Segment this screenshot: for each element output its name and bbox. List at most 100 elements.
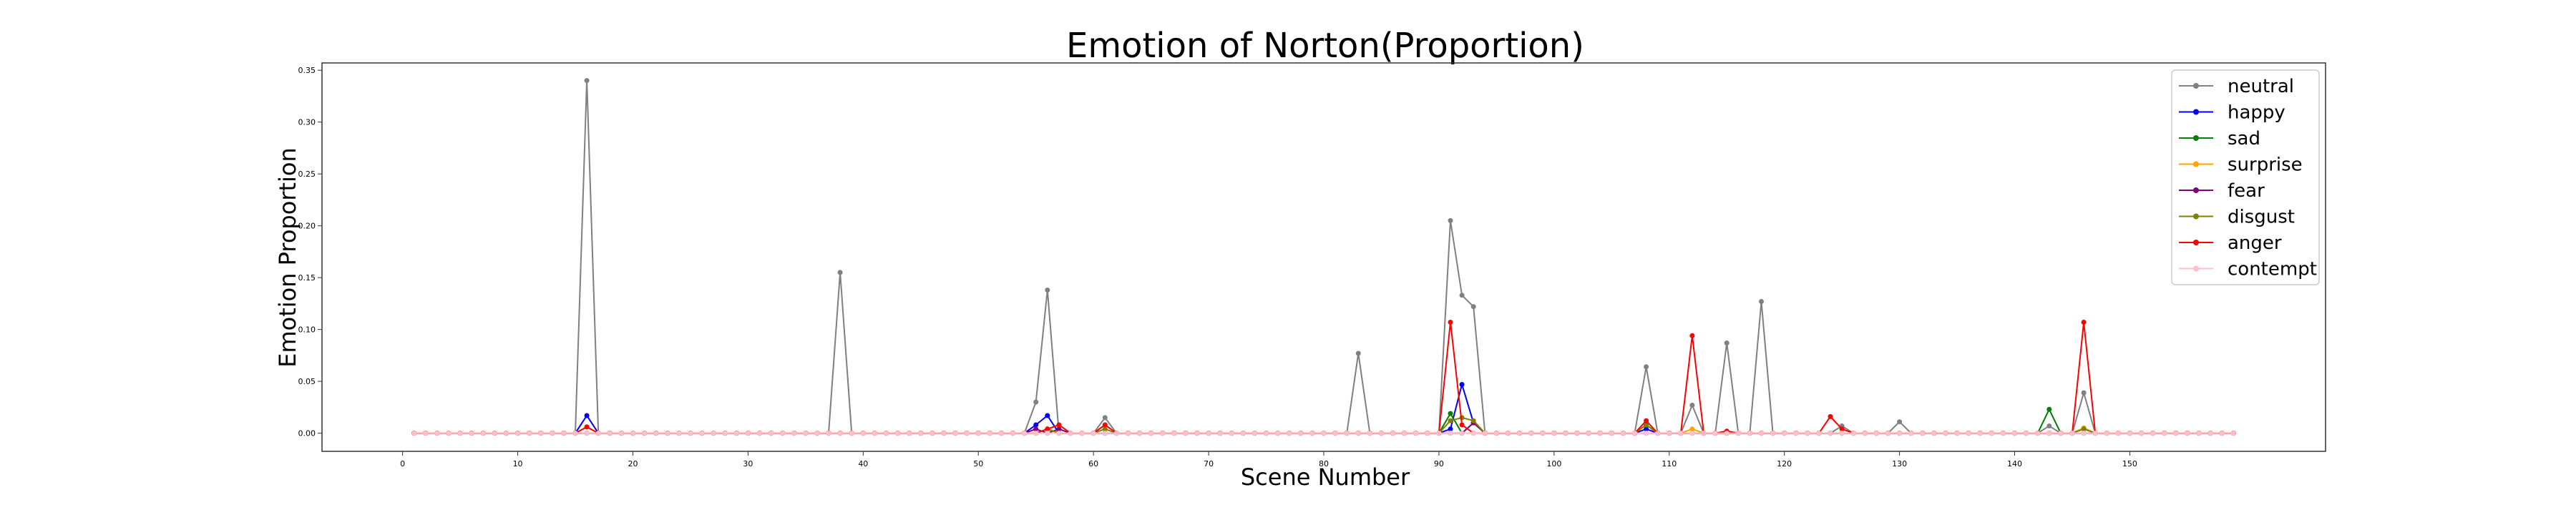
legend-item-neutral: neutral — [2179, 76, 2294, 97]
contempt-point — [595, 431, 601, 436]
neutral-point — [837, 270, 843, 275]
contempt-point — [1597, 431, 1603, 436]
contempt-point — [469, 431, 474, 436]
contempt-point — [1828, 431, 1833, 436]
legend-item-happy: happy — [2179, 102, 2285, 124]
contempt-point — [757, 431, 762, 436]
contempt-point — [2104, 431, 2109, 436]
contempt-point — [1735, 431, 1741, 436]
contempt-point — [1033, 431, 1039, 436]
contempt-point — [1344, 431, 1350, 436]
contempt-point — [2081, 431, 2087, 436]
contempt-point — [1148, 431, 1154, 436]
disgust-point — [2081, 426, 2087, 432]
contempt-point — [1045, 431, 1050, 436]
contempt-point — [515, 431, 521, 436]
contempt-point — [964, 431, 970, 436]
x-tick-label: 30 — [743, 459, 753, 469]
contempt-point — [1264, 431, 1269, 436]
legend: neutral happy sad surprise fear disgust anger c… — [2171, 69, 2320, 285]
x-tick-label: 50 — [973, 459, 983, 469]
contempt-point — [618, 431, 624, 436]
legend-swatch-marker — [2193, 240, 2199, 245]
series-neutral — [411, 78, 2236, 436]
legend-item-contempt: contempt — [2179, 259, 2317, 280]
contempt-point — [769, 431, 774, 436]
series-happy — [411, 381, 2236, 436]
contempt-point — [2139, 431, 2144, 436]
anger-point — [1689, 333, 1695, 338]
contempt-point — [1850, 431, 1856, 436]
happy-point — [1459, 382, 1465, 387]
contempt-point — [1355, 431, 1361, 436]
contempt-point — [1689, 431, 1695, 436]
contempt-point — [1309, 431, 1315, 436]
legend-swatch-marker — [2193, 83, 2199, 89]
contempt-point — [504, 431, 509, 436]
contempt-point — [987, 431, 992, 436]
x-tick-label: 80 — [1319, 459, 1329, 469]
contempt-point — [423, 431, 429, 436]
fear-point — [1056, 426, 1062, 432]
contempt-point — [1137, 431, 1142, 436]
contempt-point — [1586, 431, 1591, 436]
contempt-point — [1793, 431, 1799, 436]
legend-label: contempt — [2228, 259, 2317, 280]
contempt-point — [930, 431, 935, 436]
contempt-point — [1966, 431, 1971, 436]
contempt-point — [1620, 431, 1626, 436]
happy-line — [414, 381, 2234, 434]
contempt-point — [1770, 431, 1776, 436]
contempt-point — [1943, 431, 1948, 436]
neutral-point — [1355, 350, 1361, 356]
contempt-point — [907, 431, 912, 436]
contempt-point — [1229, 431, 1234, 436]
contempt-point — [1482, 431, 1488, 436]
contempt-point — [1125, 431, 1131, 436]
anger-point — [584, 424, 590, 430]
happy-point — [1033, 422, 1039, 428]
contempt-point — [2012, 431, 2017, 436]
contempt-point — [1493, 431, 1499, 436]
contempt-point — [1506, 431, 1511, 436]
contempt-point — [2092, 431, 2098, 436]
legend-label: anger — [2228, 232, 2282, 254]
contempt-point — [918, 431, 924, 436]
contempt-point — [1701, 431, 1707, 436]
contempt-point — [2058, 431, 2064, 436]
contempt-point — [1862, 431, 1868, 436]
contempt-point — [860, 431, 866, 436]
x-tick-label: 140 — [2007, 459, 2022, 469]
contempt-point — [1551, 431, 1557, 436]
neutral-point — [1724, 340, 1729, 345]
contempt-point — [1091, 431, 1096, 436]
happy-point — [1045, 413, 1050, 418]
anger-point — [1459, 422, 1465, 428]
contempt-point — [1022, 431, 1028, 436]
contempt-point — [2196, 431, 2202, 436]
contempt-point — [1402, 431, 1407, 436]
legend-item-fear: fear — [2179, 180, 2265, 202]
contempt-point — [688, 431, 693, 436]
contempt-point — [1563, 431, 1568, 436]
x-tick-label: 60 — [1088, 459, 1098, 469]
contempt-point — [1217, 431, 1223, 436]
contempt-point — [895, 431, 901, 436]
chart-title: Emotion of Norton(Proportion) — [1066, 26, 1584, 66]
contempt-point — [952, 431, 958, 436]
contempt-point — [1367, 431, 1372, 436]
contempt-point — [941, 431, 947, 436]
contempt-point — [1206, 431, 1211, 436]
series-contempt — [411, 431, 2236, 436]
contempt-point — [411, 431, 417, 436]
legend-swatch-marker — [2193, 161, 2199, 167]
contempt-point — [1782, 431, 1787, 436]
y-tick-label: 0.05 — [298, 377, 316, 386]
contempt-point — [2000, 431, 2006, 436]
contempt-point — [561, 431, 567, 436]
contempt-point — [1459, 431, 1465, 436]
legend-frame — [2171, 69, 2320, 285]
contempt-point — [1609, 431, 1614, 436]
contempt-point — [457, 431, 463, 436]
contempt-point — [538, 431, 544, 436]
